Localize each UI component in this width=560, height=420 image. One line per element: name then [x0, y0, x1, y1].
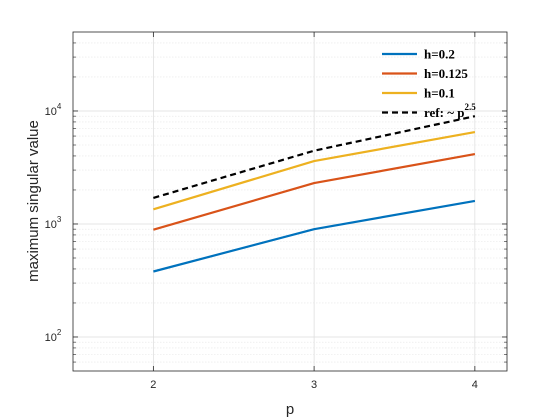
- y-tick-labels: 102 103 104: [45, 102, 62, 344]
- series-line-2: [153, 153, 476, 231]
- minor-grid: [73, 42, 507, 363]
- x-tick-label: 4: [472, 379, 478, 391]
- plot-frame: [72, 31, 508, 372]
- y-axis-label: maximum singular value: [25, 120, 42, 282]
- major-grid: [73, 32, 507, 371]
- legend-label-2: h=0.125: [424, 66, 468, 81]
- series-line-3: [153, 131, 476, 211]
- legend-label-3: h=0.1: [424, 86, 455, 101]
- y-tick-label: 102: [45, 328, 62, 344]
- legend-label-4: ref: ~ p2.5: [424, 102, 476, 120]
- y-tick-label: 103: [45, 215, 62, 231]
- plot-background: [73, 32, 507, 371]
- legend-label-1: h=0.2: [424, 47, 455, 62]
- y-tick-label: 104: [45, 102, 62, 118]
- x-tick-labels: 2 3 4: [150, 379, 478, 391]
- legend-label-superscript: 2.5: [464, 102, 476, 112]
- series-line-4: [153, 115, 476, 199]
- x-tick-label: 3: [311, 379, 317, 391]
- series-line-1: [153, 199, 476, 273]
- x-tick-label: 2: [150, 379, 156, 391]
- ticks-group: [73, 32, 507, 371]
- x-axis-label: p: [286, 401, 294, 418]
- series-group: [153, 115, 476, 273]
